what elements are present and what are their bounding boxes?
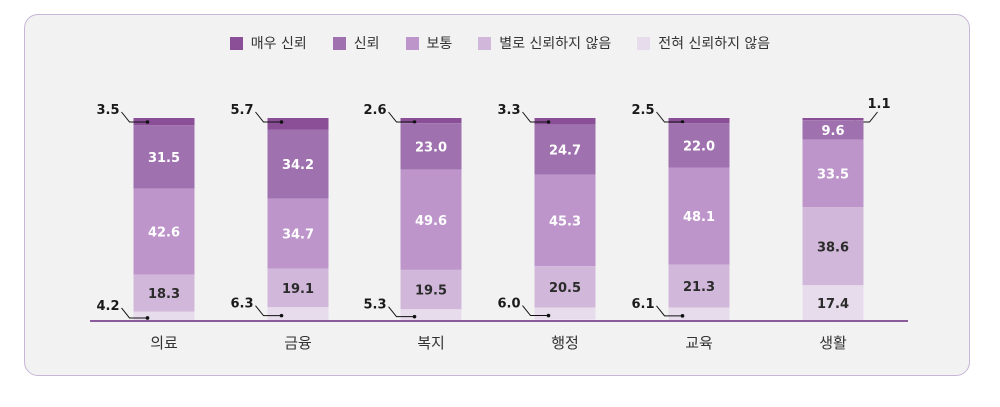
data-label: 34.7 <box>282 228 314 243</box>
data-label: 9.6 <box>821 124 844 139</box>
bar-segment <box>668 167 730 265</box>
data-label: 38.6 <box>817 240 849 255</box>
bar-segment <box>133 274 195 312</box>
legend-label: 신뢰 <box>353 36 380 52</box>
legend-label: 전혀 신뢰하지 않음 <box>658 36 771 52</box>
data-label: 33.5 <box>817 167 849 182</box>
bar-segment <box>400 269 462 310</box>
bottom-callout: 4.2 <box>96 299 150 320</box>
bar-segment <box>534 307 596 320</box>
legend-item-3: 별로 신뢰하지 않음 <box>478 33 611 53</box>
bar-segment <box>267 268 329 308</box>
legend: 매우 신뢰 신뢰 보통 별로 신뢰하지 않음 전혀 신뢰하지 않음 <box>0 30 1000 56</box>
data-label: 6.1 <box>631 297 654 312</box>
bar-segment <box>534 118 596 125</box>
data-label: 21.3 <box>683 280 715 295</box>
bar-segment <box>534 124 596 175</box>
legend-item-4: 전혀 신뢰하지 않음 <box>637 33 770 53</box>
legend-label: 보통 <box>426 36 453 52</box>
data-label: 48.1 <box>683 210 715 225</box>
data-label: 18.3 <box>148 287 180 302</box>
bar-segment <box>668 264 730 308</box>
data-label: 4.2 <box>96 299 119 314</box>
data-label: 3.5 <box>96 103 119 118</box>
legend-swatch <box>478 36 492 50</box>
category-label: 의료 <box>150 334 178 352</box>
bar-segment <box>802 120 864 140</box>
data-label: 2.6 <box>363 103 386 118</box>
bottom-callout: 5.3 <box>363 298 417 319</box>
data-label: 19.5 <box>415 284 447 299</box>
data-label: 5.3 <box>363 298 386 313</box>
bar-segment <box>133 125 195 189</box>
data-label: 17.4 <box>817 297 849 312</box>
bottom-callout: 6.1 <box>631 297 685 318</box>
legend-label: 별로 신뢰하지 않음 <box>499 36 612 52</box>
legend-item-1: 신뢰 <box>332 33 380 53</box>
bar-segment <box>534 174 596 267</box>
data-label: 23.0 <box>415 140 447 155</box>
data-label: 1.1 <box>868 97 891 112</box>
bar-segment <box>267 118 329 130</box>
data-label: 42.6 <box>148 226 180 241</box>
data-label: 31.5 <box>148 151 180 166</box>
data-label: 6.3 <box>230 297 253 312</box>
data-label: 34.2 <box>282 158 314 173</box>
data-label: 22.0 <box>683 139 715 154</box>
bar-segment <box>534 266 596 308</box>
legend-swatch <box>637 36 651 50</box>
bar-segment <box>802 207 864 286</box>
legend-swatch <box>332 36 346 50</box>
category-label: 금융 <box>284 334 312 352</box>
bar-segment <box>133 188 195 275</box>
legend-swatch <box>229 36 243 50</box>
data-label: 24.7 <box>549 144 581 159</box>
bar-segment <box>133 118 195 126</box>
bar-segment <box>267 307 329 320</box>
data-label: 5.7 <box>230 103 253 118</box>
bar-segment <box>668 307 730 320</box>
data-label: 20.5 <box>549 281 581 296</box>
data-label: 49.6 <box>415 214 447 229</box>
bottom-callout: 6.3 <box>230 297 284 318</box>
legend-item-0: 매우 신뢰 <box>229 33 307 53</box>
data-label: 45.3 <box>549 214 581 229</box>
top-callout: 2.5 <box>631 103 685 124</box>
bar-segment <box>133 311 195 321</box>
bar-segment <box>668 123 730 168</box>
top-callout: 5.7 <box>230 103 284 124</box>
data-label: 6.0 <box>497 297 520 312</box>
category-label: 행정 <box>551 334 579 352</box>
legend-label: 매우 신뢰 <box>250 36 307 52</box>
bar-segment <box>802 285 864 321</box>
category-label: 복지 <box>417 334 445 352</box>
bar-segment <box>400 169 462 270</box>
bar-segment <box>400 309 462 320</box>
bar-segment <box>267 198 329 269</box>
bar-segment <box>668 118 730 124</box>
bar-segment <box>400 123 462 170</box>
top-callout: 2.6 <box>363 103 417 124</box>
bar-segment <box>400 118 462 124</box>
bar-segment <box>267 129 329 199</box>
top-callout: 3.3 <box>497 103 551 124</box>
data-label: 2.5 <box>631 103 654 118</box>
top-callout: 3.5 <box>96 103 150 124</box>
category-label: 교육 <box>685 334 713 352</box>
bar-segment <box>802 139 864 208</box>
bar-segment <box>802 118 864 121</box>
data-label: 19.1 <box>282 282 314 297</box>
category-label: 생활 <box>819 334 847 352</box>
data-label: 3.3 <box>497 103 520 118</box>
bottom-callout: 6.0 <box>497 297 551 318</box>
legend-swatch <box>405 36 419 50</box>
legend-item-2: 보통 <box>405 33 453 53</box>
